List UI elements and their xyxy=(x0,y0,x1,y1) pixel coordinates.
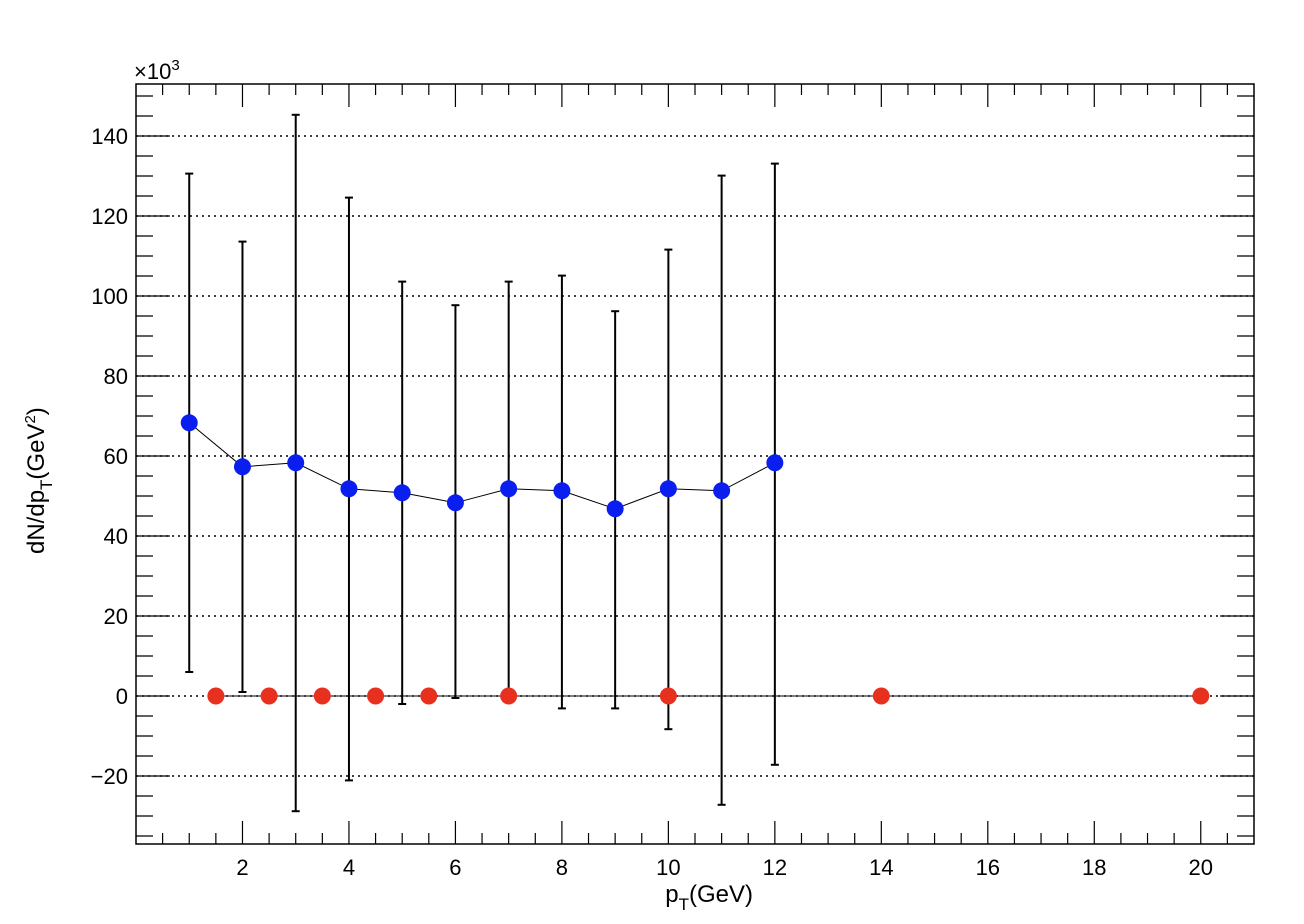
series-1-point xyxy=(713,482,731,500)
y-exponent-power: 3 xyxy=(171,57,179,74)
series-1-point xyxy=(766,454,784,472)
series-1-point xyxy=(606,500,624,518)
series-2-point xyxy=(659,687,677,705)
y-title-rest: (GeV xyxy=(23,424,50,480)
y-axis-exponent: ×103 xyxy=(134,57,180,84)
y-tick-label: 100 xyxy=(91,284,128,309)
x-title-rest: (GeV) xyxy=(689,881,753,908)
series-2-point xyxy=(1192,687,1210,705)
series-2-point xyxy=(207,687,225,705)
y-tick-label: 20 xyxy=(104,604,128,629)
y-title-sup: 2 xyxy=(22,415,39,423)
y-tick-label: 80 xyxy=(104,364,128,389)
series-2-point xyxy=(420,687,438,705)
x-tick-label: 14 xyxy=(869,855,893,880)
x-tick-label: 18 xyxy=(1082,855,1106,880)
y-tick-label: 120 xyxy=(91,204,128,229)
x-tick-label: 20 xyxy=(1189,855,1213,880)
x-title-main: p xyxy=(665,881,678,908)
y-exponent-prefix: ×10 xyxy=(134,59,171,84)
x-tick-labels: 2 4 6 8 10 12 14 16 18 20 xyxy=(236,855,1213,880)
x-tick-label: 10 xyxy=(656,855,680,880)
y-title-sub: T xyxy=(37,480,56,490)
y-tick-label: −20 xyxy=(91,764,128,789)
series-1-point xyxy=(287,454,305,472)
series-2-point xyxy=(260,687,278,705)
series-2-point xyxy=(313,687,331,705)
y-tick-label: 140 xyxy=(91,124,128,149)
error-bars xyxy=(185,113,779,813)
plot-frame xyxy=(135,83,1255,845)
x-axis-title: pT(GeV) xyxy=(665,881,753,914)
series-1-point xyxy=(233,458,251,476)
series-line-1 xyxy=(188,422,776,510)
series-1-point xyxy=(659,480,677,498)
y-title-close: ) xyxy=(23,407,50,415)
series-1-point xyxy=(340,480,358,498)
series-1-point xyxy=(446,494,464,512)
series-1-point xyxy=(393,484,411,502)
grid-lines xyxy=(136,135,1254,777)
series-2-point xyxy=(367,687,385,705)
y-title-main: dN/dp xyxy=(23,490,50,554)
series-2-point xyxy=(500,687,518,705)
x-tick-label: 16 xyxy=(976,855,1000,880)
data-points xyxy=(180,414,1210,705)
series-2-point xyxy=(872,687,890,705)
x-tick-label: 6 xyxy=(449,855,461,880)
x-tick-label: 12 xyxy=(763,855,787,880)
series-1-point xyxy=(180,414,198,432)
y-tick-label: 40 xyxy=(104,524,128,549)
series-1-point xyxy=(553,482,571,500)
y-tick-label: 0 xyxy=(116,684,128,709)
x-tick-label: 2 xyxy=(236,855,248,880)
series-1-point xyxy=(500,480,518,498)
y-tick-labels: −20 0 20 40 60 80 100 120 140 xyxy=(91,124,128,789)
series-lines xyxy=(188,422,1201,697)
x-tick-label: 4 xyxy=(343,855,355,880)
y-tick-label: 60 xyxy=(104,444,128,469)
axis-ticks xyxy=(136,84,1254,844)
y-axis-title: dN/dpT(GeV2) xyxy=(22,407,56,554)
x-tick-label: 8 xyxy=(556,855,568,880)
x-title-sub: T xyxy=(679,895,689,914)
